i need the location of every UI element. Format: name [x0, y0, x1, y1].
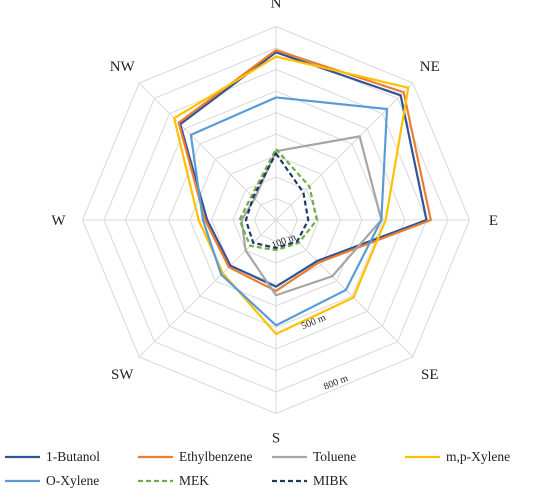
ring-label-8: 800 m: [322, 373, 350, 393]
series-o-xylene: [189, 96, 389, 327]
legend-item: Toluene: [272, 449, 356, 464]
series-mek: [238, 147, 318, 252]
legend-label: Toluene: [313, 449, 356, 464]
axis-labels: N NE E SE S SW W NW: [51, 0, 498, 447]
legend-item: Ethylbenzene: [138, 449, 252, 464]
legend-label: 1-Butanol: [46, 449, 100, 464]
legend: 1-Butanol Ethylbenzene Toluene m,p-Xylene O-…: [5, 449, 510, 488]
axis-label-NW: NW: [110, 59, 136, 75]
series-1-butanol: [179, 51, 428, 288]
legend-item: MIBK: [272, 473, 349, 488]
spoke-NE: [275, 82, 414, 221]
legend-item: O-Xylene: [5, 473, 99, 488]
legend-label: O-Xylene: [46, 473, 99, 488]
axis-label-S: S: [272, 431, 280, 447]
radar-grid: [81, 25, 471, 415]
series-ethylbenzene: [177, 49, 432, 293]
legend-label: MIBK: [313, 473, 349, 488]
axis-label-W: W: [51, 213, 66, 229]
legend-item: m,p-Xylene: [405, 449, 510, 464]
legend-label: m,p-Xylene: [446, 449, 510, 464]
legend-item: 1-Butanol: [5, 449, 100, 464]
legend-item: MEK: [138, 473, 209, 488]
radar-series: [173, 49, 432, 336]
legend-label: MEK: [179, 473, 209, 488]
axis-label-E: E: [489, 213, 498, 229]
axis-label-N: N: [271, 0, 282, 12]
axis-label-NE: NE: [420, 59, 440, 75]
series-m-p-xylene: [173, 55, 410, 336]
series-mibk: [244, 152, 310, 250]
axis-label-SE: SE: [421, 367, 439, 383]
legend-label: Ethylbenzene: [179, 449, 252, 464]
axis-label-SW: SW: [111, 367, 134, 383]
